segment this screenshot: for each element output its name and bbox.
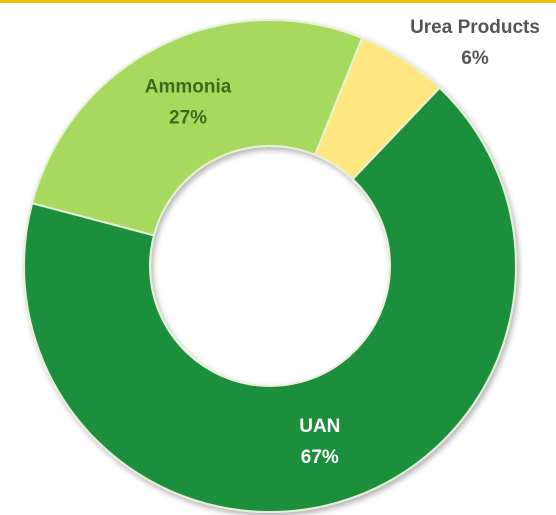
top-border — [0, 0, 556, 3]
value-label: 67% — [301, 447, 339, 468]
category-label: Urea Products — [410, 17, 540, 38]
category-label: Ammonia — [145, 76, 232, 97]
category-label: UAN — [299, 416, 340, 437]
donut-segment — [30, 19, 364, 237]
donut — [23, 19, 517, 513]
value-label: 6% — [461, 48, 489, 69]
value-label: 27% — [169, 107, 207, 128]
donut-segment — [23, 86, 517, 513]
